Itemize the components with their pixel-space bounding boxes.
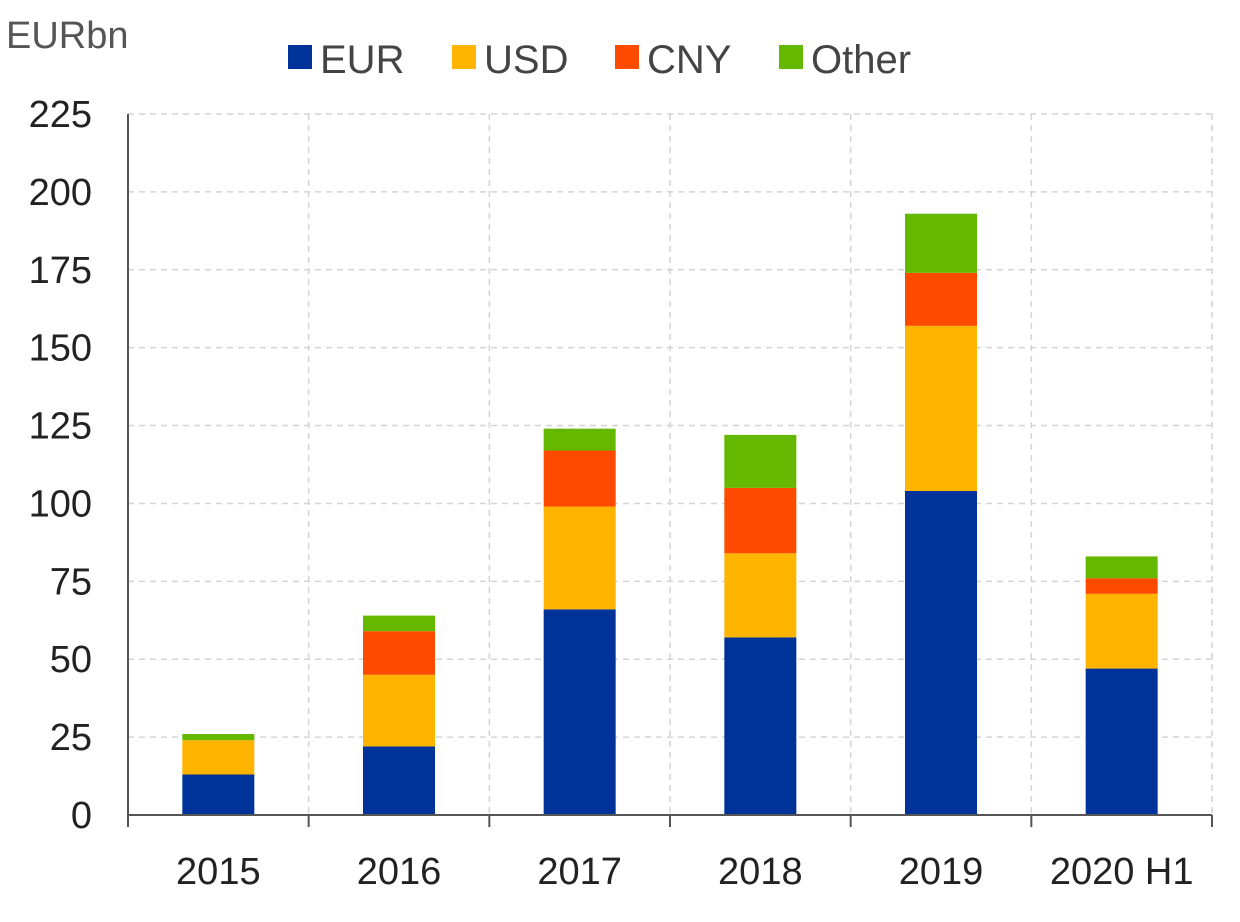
bar-eur-2020-h1 [1085, 668, 1158, 815]
bar-other-2020-h1 [1085, 556, 1158, 579]
y-tick-label: 75 [50, 561, 92, 603]
y-axis-tick-labels: 0 25 50 75 100 125 150 175 200 225 [29, 94, 92, 837]
y-tick-label: 125 [29, 406, 92, 448]
legend-swatch-cny [615, 45, 639, 69]
legend-label-eur: EUR [320, 38, 404, 82]
legend-swatch-usd [452, 45, 476, 69]
axes [127, 114, 1213, 827]
x-tick-label: 2017 [537, 851, 622, 893]
bar-usd-2018 [724, 553, 797, 638]
bar-cny-2020-h1 [1085, 578, 1158, 594]
bar-eur-2018 [724, 637, 797, 815]
y-axis-unit-label: EURbn [6, 15, 129, 57]
legend: EUR USD CNY Other [288, 38, 911, 82]
gridlines [127, 113, 1213, 815]
bar-usd-2020-h1 [1085, 593, 1158, 669]
y-tick-label: 0 [71, 795, 92, 837]
legend-label-cny: CNY [647, 38, 731, 82]
legend-swatch-eur [288, 45, 312, 69]
y-tick-label: 175 [29, 250, 92, 292]
legend-swatch-other [779, 45, 803, 69]
y-tick-label: 225 [29, 94, 92, 136]
bar-cny-2019 [905, 272, 977, 326]
x-tick-label: 2020 H1 [1050, 851, 1194, 893]
bar-usd-2017 [543, 506, 616, 610]
bar-other-2015 [182, 733, 255, 741]
y-tick-label: 100 [29, 483, 92, 525]
x-axis-tick-labels: 2015 2016 2017 2018 2019 2020 H1 [176, 851, 1193, 893]
bars [182, 213, 1158, 815]
bar-other-2016 [363, 615, 435, 632]
bar-other-2017 [543, 428, 616, 451]
bar-usd-2016 [363, 674, 435, 747]
bar-cny-2017 [543, 450, 616, 507]
bar-cny-2016 [363, 631, 435, 675]
x-tick-label: 2015 [176, 851, 261, 893]
bar-eur-2016 [363, 746, 435, 815]
bar-usd-2015 [182, 740, 255, 775]
y-tick-label: 150 [29, 328, 92, 370]
legend-label-other: Other [811, 38, 911, 82]
bar-usd-2019 [905, 325, 977, 491]
bar-eur-2015 [182, 774, 255, 815]
y-tick-label: 200 [29, 172, 92, 214]
x-tick-label: 2016 [357, 851, 442, 893]
x-tick-label: 2018 [718, 851, 803, 893]
bar-eur-2019 [905, 490, 977, 815]
bar-other-2019 [905, 213, 977, 273]
bar-eur-2017 [543, 609, 616, 815]
y-tick-label: 50 [50, 639, 92, 681]
legend-label-usd: USD [484, 38, 568, 82]
y-tick-label: 25 [50, 717, 92, 759]
x-tick-label: 2019 [899, 851, 984, 893]
bar-other-2018 [724, 434, 797, 488]
bar-cny-2018 [724, 487, 797, 554]
